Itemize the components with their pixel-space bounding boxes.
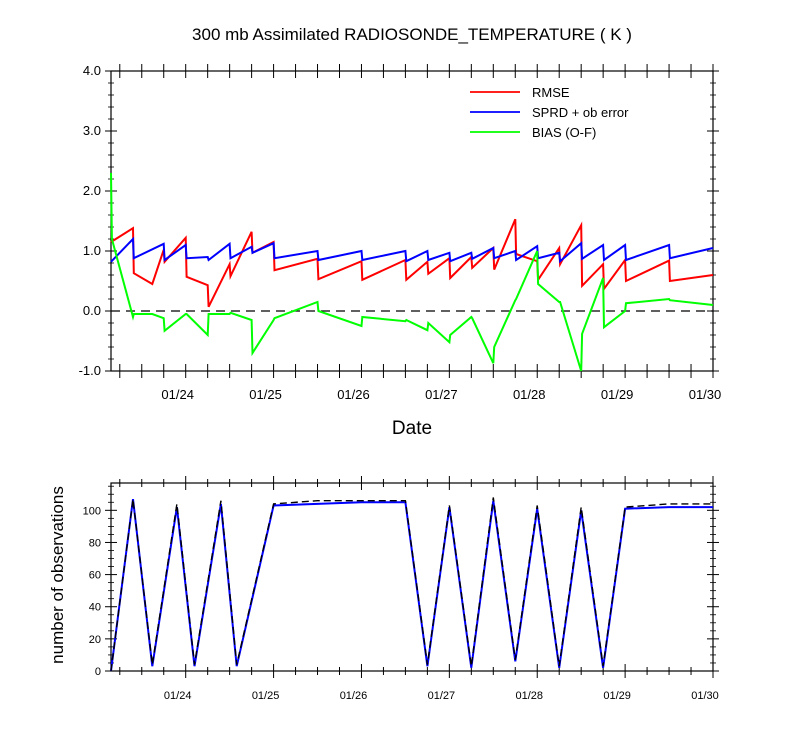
x-tick-label: 01/27: [428, 690, 456, 702]
series-line-bias-o-f: [110, 172, 714, 372]
x-tick-label: 01/30: [691, 690, 719, 702]
x-tick-label: 01/28: [515, 690, 543, 702]
x-tick-label: 01/25: [252, 690, 280, 702]
x-tick-label: 01/26: [340, 690, 368, 702]
y-tick-label: 4.0: [83, 63, 101, 78]
y-tick-label: 1.0: [83, 243, 101, 258]
x-tick-label: 01/25: [249, 387, 282, 402]
y-tick-label: 3.0: [83, 123, 101, 138]
x-tick-label: 01/28: [513, 387, 546, 402]
x-tick-label: 01/26: [337, 387, 370, 402]
x-tick-label: 01/27: [425, 387, 458, 402]
x-tick-label: 01/29: [601, 387, 634, 402]
chart-title: 300 mb Assimilated RADIOSONDE_TEMPERATUR…: [192, 25, 632, 44]
x-tick-label: 01/30: [689, 387, 722, 402]
plot-frame: [110, 482, 714, 672]
y-tick-label: 0.0: [83, 303, 101, 318]
series-line-sprd-ob-error: [110, 236, 714, 264]
x-tick-label: 01/24: [164, 690, 192, 702]
y-tick-label: 100: [83, 505, 101, 517]
x-tick-label: 01/29: [603, 690, 631, 702]
series-line-rmse: [110, 218, 714, 308]
top-plot: -1.0 0.0 1.0 2.0 3.0 4.0 01/24 01/25 01/26 01/27 0…: [79, 63, 722, 439]
y-axis-title: number of observations: [48, 486, 67, 664]
legend-label: BIAS (O-F): [532, 125, 596, 140]
y-tick-label: 40: [89, 602, 101, 614]
y-tick-label: 20: [89, 634, 101, 646]
y-tick-label: 2.0: [83, 183, 101, 198]
x-axis-title: Date: [392, 418, 432, 439]
legend-label: RMSE: [532, 85, 570, 100]
series-line-total: [110, 497, 713, 672]
bottom-plot: 0 20 40 60 80 100 01/24 01/25 01/26 01/27 01/28 01/…: [48, 476, 719, 702]
y-tick-label: 60: [89, 570, 101, 582]
legend-label: SPRD + ob error: [532, 105, 629, 120]
y-tick-label: -1.0: [79, 363, 101, 378]
y-tick-label: 0: [95, 666, 101, 678]
x-tick-label: 01/24: [161, 387, 194, 402]
y-tick-label: 80: [89, 537, 101, 549]
